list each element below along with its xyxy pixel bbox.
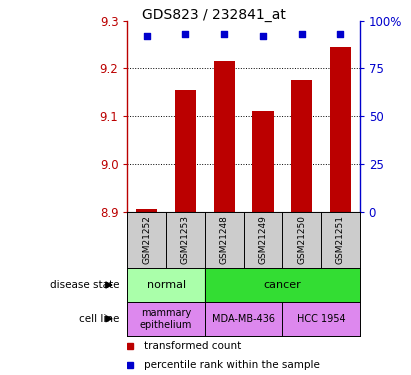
Point [337, 31, 344, 37]
Point [298, 31, 305, 37]
Point [143, 33, 150, 39]
Bar [330, 47, 351, 212]
Text: GDS823 / 232841_at: GDS823 / 232841_at [142, 8, 286, 22]
Bar [175, 90, 196, 212]
Text: GSM21253: GSM21253 [181, 216, 190, 264]
Bar [291, 80, 312, 212]
Text: GSM21251: GSM21251 [336, 216, 345, 264]
Text: normal: normal [147, 280, 186, 290]
Point [182, 31, 189, 37]
Text: mammary
epithelium: mammary epithelium [140, 308, 192, 330]
Text: HCC 1954: HCC 1954 [297, 314, 345, 324]
Point [260, 33, 266, 39]
Point [221, 31, 227, 37]
Bar [252, 111, 273, 212]
Text: GSM21248: GSM21248 [219, 216, 229, 264]
Text: GSM21249: GSM21249 [259, 216, 268, 264]
Text: transformed count: transformed count [144, 341, 241, 351]
Bar [214, 61, 235, 212]
Text: percentile rank within the sample: percentile rank within the sample [144, 360, 319, 370]
Text: cell line: cell line [79, 314, 119, 324]
Bar [136, 210, 157, 212]
Text: cancer: cancer [263, 280, 301, 290]
Text: GSM21250: GSM21250 [297, 216, 306, 264]
Text: GSM21252: GSM21252 [142, 216, 151, 264]
Text: disease state: disease state [50, 280, 119, 290]
Text: MDA-MB-436: MDA-MB-436 [212, 314, 275, 324]
